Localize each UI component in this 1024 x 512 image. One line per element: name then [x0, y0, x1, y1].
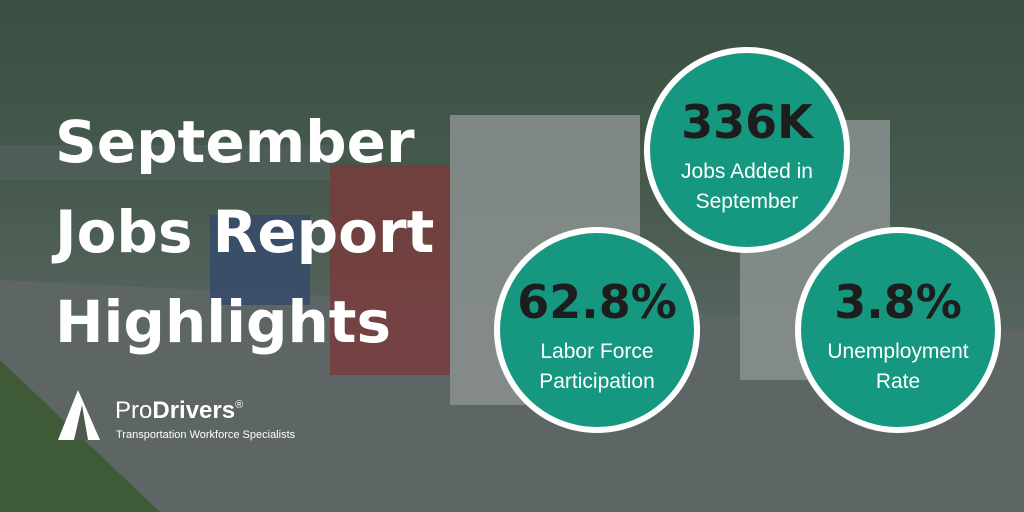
title-line: Highlights: [55, 288, 391, 356]
stat-label: September: [696, 190, 799, 213]
stat-circle: [795, 227, 1001, 433]
title-line: September: [55, 108, 415, 176]
logo-registered: ®: [235, 399, 243, 411]
logo-name: ProDrivers®: [115, 397, 243, 424]
bridge: [0, 145, 330, 180]
logo-tagline: Transportation Workforce Specialists: [116, 429, 296, 441]
title-line: Jobs Report: [51, 198, 434, 266]
stat-label: Labor Force: [540, 340, 653, 363]
stats: 336K Jobs Added in September 62.8% Labor For…: [494, 47, 1001, 433]
stat-label: Rate: [876, 370, 920, 393]
stat-label: Jobs Added in: [681, 160, 813, 183]
stat-label: Unemployment: [827, 340, 968, 363]
truck-blue: [210, 215, 310, 305]
logo-name-prefix: Pro: [115, 397, 152, 424]
truck-red: [330, 165, 450, 375]
stat-label: Participation: [539, 370, 655, 393]
logo-icon-road: [74, 405, 88, 440]
stat-value: 3.8%: [834, 275, 962, 329]
stat-value: 62.8%: [517, 275, 677, 329]
stat-circle: [494, 227, 700, 433]
logo-icon: [58, 390, 100, 440]
logo-name-bold: Drivers: [152, 397, 235, 424]
stat-circle: [644, 47, 850, 253]
logo: ProDrivers® Transportation Workforce Spe…: [58, 390, 296, 441]
stat-value: 336K: [681, 95, 815, 149]
